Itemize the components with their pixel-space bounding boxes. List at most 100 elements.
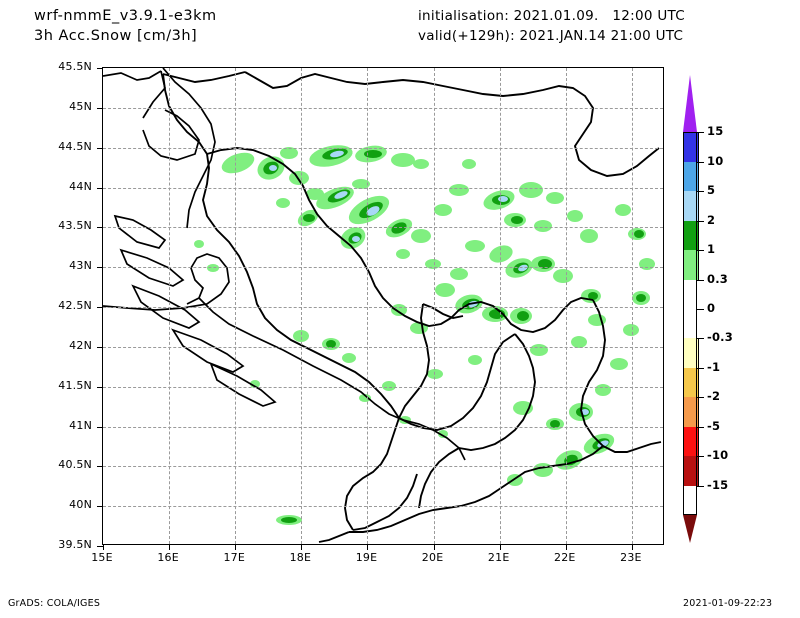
tick-longitude xyxy=(169,544,171,550)
colorbar-outline xyxy=(683,132,697,515)
gridline-longitude xyxy=(169,68,171,544)
tick-latitude xyxy=(97,307,103,308)
gridline-latitude xyxy=(103,386,663,388)
tick-longitude xyxy=(499,544,501,550)
tick-latitude xyxy=(97,187,103,189)
axis-label-longitude: 21E xyxy=(487,551,510,564)
tick-latitude xyxy=(97,346,103,348)
axis-label-latitude: 44.5N xyxy=(58,139,92,153)
axis-label-latitude: 42N xyxy=(69,338,92,352)
axis-label-longitude: 16E xyxy=(157,551,179,564)
axis-label-latitude: 44N xyxy=(69,179,92,193)
gridline-longitude xyxy=(235,68,237,544)
model-title: wrf-nmmE_v3.9.1-e3km 3h Acc.Snow [cm/3h] xyxy=(34,6,217,46)
colorbar-label: -5 xyxy=(707,418,721,433)
gridline-latitude xyxy=(103,147,663,149)
gridline-longitude xyxy=(301,68,303,544)
colorbar-label: 0.3 xyxy=(707,271,728,286)
gridline-latitude xyxy=(103,107,663,109)
axis-label-longitude: 19E xyxy=(355,551,378,564)
colorbar-tick xyxy=(697,309,704,310)
colorbar-label: 2 xyxy=(707,212,716,227)
axis-label-latitude: 45N xyxy=(69,99,92,113)
colorbar-tick xyxy=(697,397,704,399)
gridline-latitude xyxy=(103,506,663,508)
colorbar-label: 5 xyxy=(707,183,716,198)
axis-label-longitude: 17E xyxy=(223,551,246,564)
axis-label-longitude: 22E xyxy=(554,551,576,564)
tick-longitude xyxy=(433,544,435,550)
tick-longitude xyxy=(631,544,633,550)
axis-label-latitude: 43N xyxy=(69,259,92,273)
map-canvas xyxy=(103,68,663,544)
map-plot-frame xyxy=(97,67,664,550)
initialisation-time: initialisation: 2021.01.09. 12:00 UTC xyxy=(418,8,685,24)
colorbar-label: -1 xyxy=(707,359,721,374)
colorbar-tick xyxy=(697,485,704,487)
tick-longitude xyxy=(103,544,104,550)
tick-latitude xyxy=(97,426,103,428)
tick-latitude xyxy=(97,147,103,149)
colorbar-tick xyxy=(697,426,704,428)
colorbar-tick xyxy=(697,338,704,340)
colorbar: 15 10 5 2 1 0.3 0 -0.3 -1 -2 -5 -10 -15 xyxy=(683,103,733,515)
gridline-longitude xyxy=(499,68,501,544)
colorbar-band xyxy=(683,309,697,339)
colorbar-label: -0.3 xyxy=(707,330,733,345)
gridline-longitude xyxy=(367,68,369,544)
axis-label-latitude: 43.5N xyxy=(58,219,92,233)
gridline-longitude xyxy=(565,68,567,544)
colorbar-tick xyxy=(697,161,704,163)
gridline-latitude xyxy=(103,307,663,308)
colorbar-label: -15 xyxy=(707,477,729,492)
tick-latitude xyxy=(97,386,103,388)
colorbar-tick xyxy=(697,279,704,281)
colorbar-label: 10 xyxy=(707,153,724,168)
axis-label-latitude: 39.5N xyxy=(58,538,92,551)
colorbar-tick xyxy=(697,456,704,458)
axis-label-longitude: 15E xyxy=(91,551,113,564)
colorbar-label: 15 xyxy=(707,124,724,139)
colorbar-tick xyxy=(697,191,704,193)
snow-field xyxy=(194,145,655,525)
gridline-latitude xyxy=(103,227,663,229)
tick-latitude xyxy=(97,68,103,69)
valid-time: valid(+129h): 2021.JAN.14 21:00 UTC xyxy=(418,28,684,44)
tick-longitude xyxy=(565,544,567,550)
colorbar-label: -10 xyxy=(707,448,729,463)
map-graphics xyxy=(103,68,662,543)
axis-label-longitude: 23E xyxy=(620,551,642,564)
axis-label-latitude: 40N xyxy=(69,498,92,512)
tick-latitude xyxy=(97,506,103,508)
gridline-latitude xyxy=(103,426,663,428)
colorbar-top-arrow xyxy=(683,75,697,132)
tick-latitude xyxy=(97,227,103,229)
run-info: initialisation: 2021.01.09. 12:00 UTC va… xyxy=(418,6,685,46)
tick-longitude xyxy=(235,544,237,550)
coastlines-and-borders xyxy=(103,68,466,461)
axis-label-latitude: 45.5N xyxy=(58,60,92,73)
model-field: 3h Acc.Snow [cm/3h] xyxy=(34,28,198,44)
colorbar-band xyxy=(683,279,697,309)
gridline-longitude xyxy=(631,68,633,544)
gridline-latitude xyxy=(103,466,663,468)
colorbar-tick xyxy=(697,220,704,222)
colorbar-label: 0 xyxy=(707,301,716,315)
colorbar-bottom-arrow xyxy=(683,515,697,543)
tick-latitude xyxy=(97,466,103,468)
gridline-longitude xyxy=(433,68,435,544)
model-name: wrf-nmmE_v3.9.1-e3km xyxy=(34,8,217,24)
axis-label-longitude: 20E xyxy=(421,551,444,564)
tick-latitude xyxy=(97,267,103,269)
tick-latitude xyxy=(97,546,103,547)
colorbar-tick xyxy=(697,250,704,252)
tick-longitude xyxy=(301,544,303,550)
gridline-latitude xyxy=(103,267,663,269)
colorbar-label: -2 xyxy=(707,389,721,404)
colorbar-tick xyxy=(697,132,704,134)
gridline-latitude xyxy=(103,187,663,189)
axis-label-latitude: 41N xyxy=(69,418,92,432)
country-borders xyxy=(162,71,662,543)
axis-label-latitude: 41.5N xyxy=(58,378,92,392)
axis-label-latitude: 42.5N xyxy=(58,299,92,312)
